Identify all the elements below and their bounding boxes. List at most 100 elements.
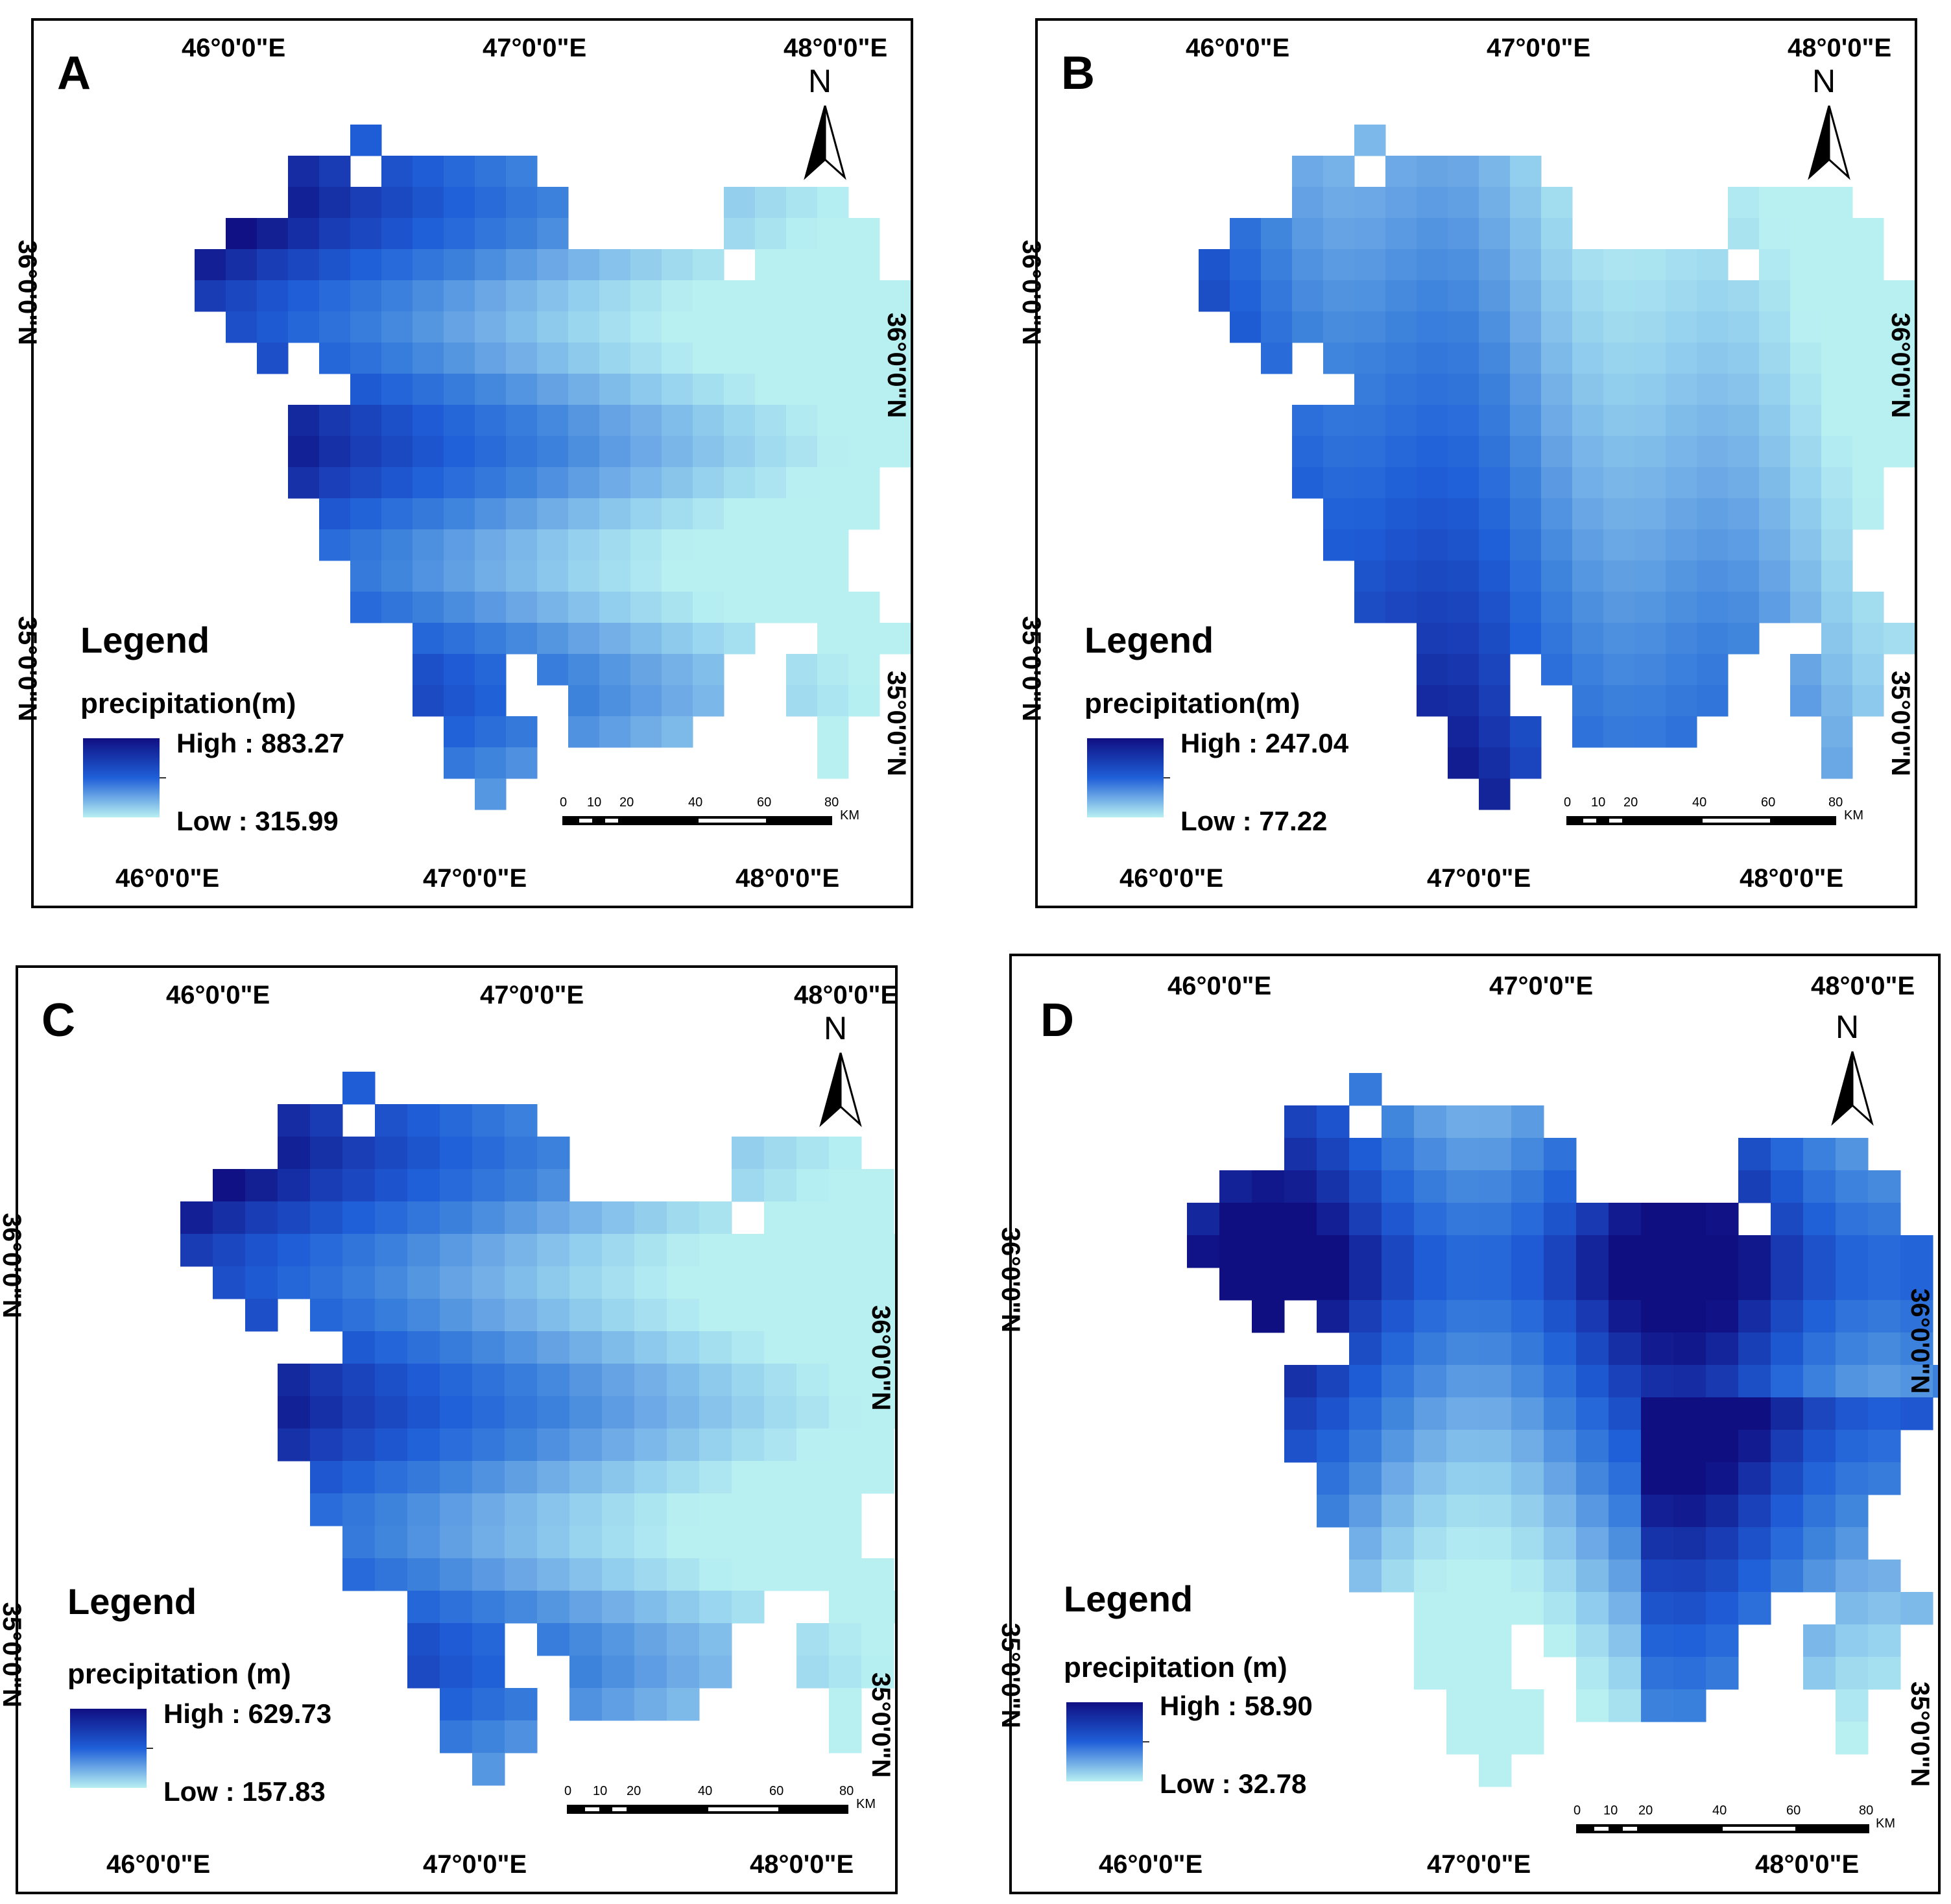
raster-cell xyxy=(1261,249,1293,281)
raster-cell xyxy=(1771,1268,1804,1301)
raster-cell xyxy=(1284,1170,1317,1203)
raster-cell xyxy=(1821,218,1853,250)
raster-cell xyxy=(413,654,444,686)
raster-cell xyxy=(880,374,911,405)
raster-cell xyxy=(506,405,538,437)
north-arrow-icon xyxy=(1831,1051,1874,1126)
raster-cell xyxy=(1544,1592,1577,1625)
raster-cell xyxy=(1417,592,1448,623)
raster-cell xyxy=(407,1428,440,1462)
raster-cell xyxy=(506,156,538,187)
raster-cell xyxy=(599,716,631,748)
raster-cell xyxy=(1738,1397,1771,1430)
raster-cell xyxy=(1414,1235,1447,1268)
raster-cell xyxy=(764,1396,797,1429)
raster-cell xyxy=(1541,187,1573,219)
raster-cell xyxy=(472,1364,505,1397)
raster-cell xyxy=(667,1623,700,1656)
raster-cell xyxy=(630,467,662,499)
raster-cell xyxy=(817,747,849,779)
raster-cell xyxy=(475,249,507,281)
raster-cell xyxy=(1673,1495,1706,1528)
raster-cell xyxy=(1836,1592,1869,1625)
raster-cell xyxy=(1544,1527,1577,1560)
raster-cell xyxy=(1706,1495,1739,1528)
raster-cell xyxy=(1603,405,1635,437)
right-tick-label: 36°0'0"N xyxy=(1906,1288,1934,1394)
raster-cell xyxy=(213,1169,246,1202)
raster-cell xyxy=(1900,1365,1933,1398)
raster-cell xyxy=(1900,1268,1933,1301)
raster-cell xyxy=(630,498,662,530)
raster-cell xyxy=(568,280,600,312)
right-tick-label: 36°0'0"N xyxy=(1886,313,1915,418)
raster-cell xyxy=(1666,560,1697,592)
raster-cell xyxy=(732,1558,765,1591)
raster-cell xyxy=(537,311,569,343)
raster-cell xyxy=(1790,592,1822,623)
raster-cell xyxy=(1261,343,1293,374)
raster-cell xyxy=(1349,1203,1382,1236)
scale-tick: 80 xyxy=(839,1784,854,1798)
raster-cell xyxy=(537,1137,570,1170)
raster-cell xyxy=(1292,436,1324,468)
left-tick-label: 35°0'0"N xyxy=(996,1622,1025,1728)
raster-cell xyxy=(413,311,444,343)
raster-cell xyxy=(1448,716,1479,748)
raster-cell xyxy=(1868,1332,1901,1366)
raster-cell xyxy=(755,343,787,374)
raster-cell xyxy=(381,218,413,250)
raster-cell xyxy=(505,1201,538,1235)
raster-cell xyxy=(1576,1268,1609,1301)
raster-cell xyxy=(1728,343,1760,374)
raster-cell xyxy=(472,1266,505,1299)
raster-cell xyxy=(1634,280,1666,312)
raster-cell xyxy=(342,1201,376,1235)
raster-cell xyxy=(634,1299,667,1332)
raster-cell xyxy=(634,1364,667,1397)
raster-cell xyxy=(1511,1722,1544,1755)
raster-cell xyxy=(1821,747,1853,779)
raster-cell xyxy=(1510,436,1542,468)
raster-cell xyxy=(407,1526,440,1559)
raster-cell xyxy=(1706,1462,1739,1495)
raster-cell xyxy=(1479,1495,1512,1528)
raster-cell xyxy=(1641,1397,1674,1430)
raster-cell xyxy=(1852,218,1884,250)
legend-high-value: High : 883.27 xyxy=(176,728,345,758)
raster-cell xyxy=(1544,1495,1577,1528)
raster-cell xyxy=(755,218,787,250)
raster-cell xyxy=(288,218,320,250)
raster-cell xyxy=(569,1331,603,1364)
raster-cell xyxy=(569,1299,603,1332)
raster-cell xyxy=(310,1104,343,1137)
raster-cell xyxy=(1354,436,1386,468)
raster-cell xyxy=(537,374,569,405)
bottom-tick-label: 47°0'0"E xyxy=(1427,864,1531,893)
raster-cell xyxy=(1479,1170,1512,1203)
raster-cell xyxy=(475,560,507,592)
raster-cell xyxy=(1933,1365,1938,1398)
raster-cell xyxy=(569,1688,603,1721)
raster-cell xyxy=(475,436,507,468)
raster-cell xyxy=(1349,1365,1382,1398)
raster-cell xyxy=(1284,1430,1317,1463)
precipitation-raster xyxy=(180,1072,895,1786)
raster-cell xyxy=(413,374,444,405)
raster-cell xyxy=(1738,1170,1771,1203)
raster-cell xyxy=(1852,592,1884,623)
raster-cell xyxy=(1634,405,1666,437)
raster-cell xyxy=(755,498,787,530)
raster-cell xyxy=(1641,1235,1674,1268)
legend-high-value: High : 629.73 xyxy=(163,1698,332,1729)
raster-cell xyxy=(444,311,475,343)
raster-cell xyxy=(1385,560,1417,592)
raster-cell xyxy=(1385,218,1417,250)
raster-cell xyxy=(602,1396,635,1429)
raster-cell xyxy=(440,1201,473,1235)
raster-cell xyxy=(257,280,289,312)
raster-cell xyxy=(1728,436,1760,468)
raster-cell xyxy=(1572,592,1604,623)
raster-cell xyxy=(472,1104,505,1137)
raster-cell xyxy=(1414,1397,1447,1430)
